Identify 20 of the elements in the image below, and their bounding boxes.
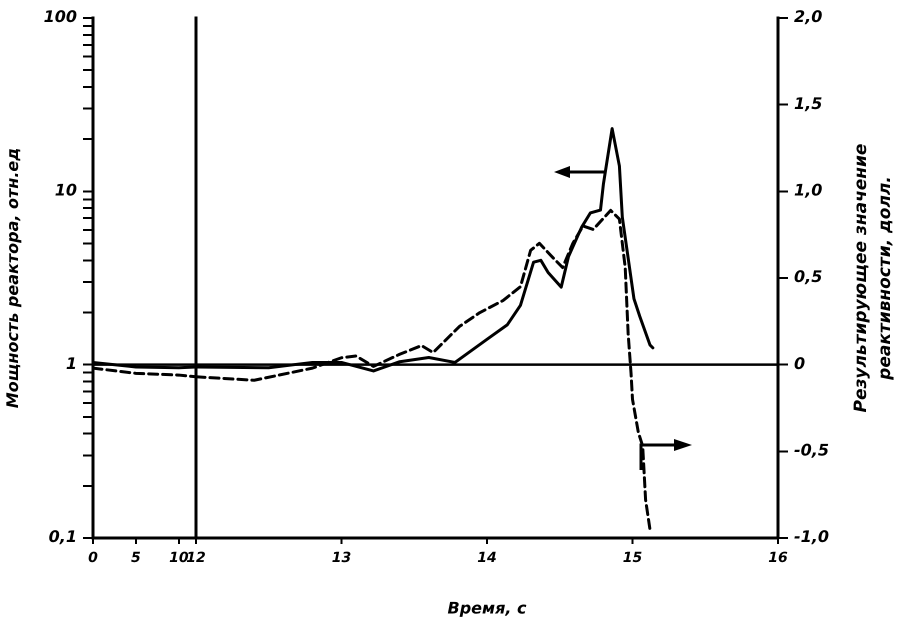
y-tick-label: 0,1 (48, 527, 77, 546)
y2-tick-label: 0,5 (794, 267, 822, 286)
y2-tick-label: 1,5 (794, 94, 822, 113)
y-tick-label: 10 (54, 180, 77, 200)
x-axis-title: Время, с (448, 598, 528, 618)
y2-tick-label: 1,0 (794, 180, 822, 200)
y-axis-title: Мощность реактора, отн.ед (2, 148, 22, 408)
x-tick-label: 15 (622, 550, 642, 566)
x-tick-label: 0 (88, 550, 98, 566)
y2-tick-label: -0,5 (794, 440, 829, 460)
x-tick-label: 14 (477, 550, 497, 566)
x-tick-label: 16 (768, 550, 788, 566)
y2-tick-label: -1,0 (794, 527, 829, 546)
x-tick-label: 13 (332, 550, 352, 566)
y-tick-label: 100 (44, 7, 77, 26)
x-tick-label: 5 (131, 550, 142, 566)
y-tick-label: 1 (66, 354, 77, 373)
y2-tick-label: 0 (794, 354, 806, 373)
y2-tick-label: 2,0 (794, 7, 822, 26)
y2-axis-title: Результирующее значение реактивности, долл. (850, 142, 896, 414)
